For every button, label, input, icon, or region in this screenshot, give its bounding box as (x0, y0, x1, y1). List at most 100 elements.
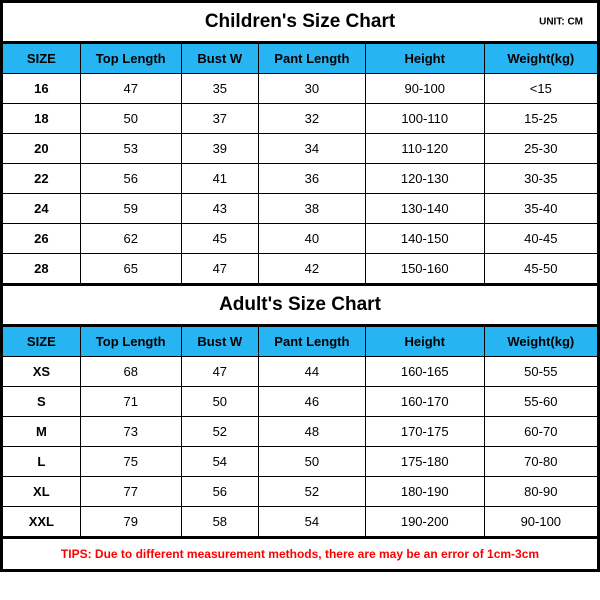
col-header-height: Height (365, 327, 484, 357)
children-header-row: SIZE Top Length Bust W Pant Length Heigh… (3, 44, 597, 74)
children-title: Children's Size Chart (205, 11, 395, 32)
table-cell: 50 (80, 104, 181, 134)
table-cell: 160-170 (365, 387, 484, 417)
adult-tbody: XS684744160-16550-55S715046160-17055-60M… (3, 357, 597, 537)
table-cell: 54 (181, 447, 258, 477)
table-row: 1647353090-100<15 (3, 74, 597, 104)
col-header-weight: Weight(kg) (484, 44, 597, 74)
table-cell: 41 (181, 164, 258, 194)
table-cell: 90-100 (484, 507, 597, 537)
table-cell: 59 (80, 194, 181, 224)
table-cell: 50 (181, 387, 258, 417)
table-cell: S (3, 387, 80, 417)
children-tbody: 1647353090-100<1518503732100-11015-25205… (3, 74, 597, 284)
adult-title: Adult's Size Chart (219, 294, 381, 315)
table-cell: 56 (181, 477, 258, 507)
table-cell: 71 (80, 387, 181, 417)
table-cell: 52 (181, 417, 258, 447)
table-cell: 52 (258, 477, 365, 507)
table-cell: 30 (258, 74, 365, 104)
table-row: L755450175-18070-80 (3, 447, 597, 477)
table-cell: 43 (181, 194, 258, 224)
table-row: 20533934110-12025-30 (3, 134, 597, 164)
col-header-top-length: Top Length (80, 327, 181, 357)
col-header-pant-length: Pant Length (258, 44, 365, 74)
table-cell: XS (3, 357, 80, 387)
table-cell: <15 (484, 74, 597, 104)
adult-table: SIZE Top Length Bust W Pant Length Heigh… (3, 327, 597, 537)
table-cell: 48 (258, 417, 365, 447)
table-cell: 26 (3, 224, 80, 254)
table-cell: 32 (258, 104, 365, 134)
table-cell: 16 (3, 74, 80, 104)
table-cell: 45-50 (484, 254, 597, 284)
table-cell: 50-55 (484, 357, 597, 387)
table-cell: 40-45 (484, 224, 597, 254)
table-cell: 56 (80, 164, 181, 194)
table-cell: 35-40 (484, 194, 597, 224)
table-cell: 130-140 (365, 194, 484, 224)
table-cell: 180-190 (365, 477, 484, 507)
table-row: 18503732100-11015-25 (3, 104, 597, 134)
table-cell: L (3, 447, 80, 477)
unit-label: UNIT: CM (539, 17, 583, 28)
table-row: S715046160-17055-60 (3, 387, 597, 417)
table-cell: 140-150 (365, 224, 484, 254)
table-cell: 90-100 (365, 74, 484, 104)
adult-title-row: Adult's Size Chart (3, 284, 597, 327)
table-cell: 39 (181, 134, 258, 164)
table-cell: 77 (80, 477, 181, 507)
table-row: 26624540140-15040-45 (3, 224, 597, 254)
children-table: SIZE Top Length Bust W Pant Length Heigh… (3, 44, 597, 284)
adult-header-row: SIZE Top Length Bust W Pant Length Heigh… (3, 327, 597, 357)
size-chart-container: Children's Size Chart UNIT: CM SIZE Top … (0, 0, 600, 572)
table-row: 24594338130-14035-40 (3, 194, 597, 224)
col-header-top-length: Top Length (80, 44, 181, 74)
table-cell: 70-80 (484, 447, 597, 477)
col-header-size: SIZE (3, 327, 80, 357)
table-cell: 35 (181, 74, 258, 104)
table-cell: XXL (3, 507, 80, 537)
table-cell: M (3, 417, 80, 447)
table-row: 22564136120-13030-35 (3, 164, 597, 194)
table-cell: 73 (80, 417, 181, 447)
table-cell: 47 (181, 254, 258, 284)
col-header-size: SIZE (3, 44, 80, 74)
table-cell: 44 (258, 357, 365, 387)
table-cell: 62 (80, 224, 181, 254)
table-cell: 68 (80, 357, 181, 387)
table-cell: 170-175 (365, 417, 484, 447)
table-cell: 160-165 (365, 357, 484, 387)
table-row: M735248170-17560-70 (3, 417, 597, 447)
table-cell: 150-160 (365, 254, 484, 284)
table-cell: 34 (258, 134, 365, 164)
col-header-bust-w: Bust W (181, 44, 258, 74)
table-cell: 55-60 (484, 387, 597, 417)
table-cell: 38 (258, 194, 365, 224)
table-cell: 79 (80, 507, 181, 537)
table-cell: 100-110 (365, 104, 484, 134)
table-row: XS684744160-16550-55 (3, 357, 597, 387)
table-cell: 36 (258, 164, 365, 194)
table-cell: 37 (181, 104, 258, 134)
table-cell: 15-25 (484, 104, 597, 134)
table-cell: 18 (3, 104, 80, 134)
table-cell: 45 (181, 224, 258, 254)
col-header-bust-w: Bust W (181, 327, 258, 357)
table-cell: 80-90 (484, 477, 597, 507)
table-cell: 47 (181, 357, 258, 387)
col-header-height: Height (365, 44, 484, 74)
table-cell: 175-180 (365, 447, 484, 477)
table-row: XXL795854190-20090-100 (3, 507, 597, 537)
table-cell: 24 (3, 194, 80, 224)
table-cell: 28 (3, 254, 80, 284)
table-cell: 58 (181, 507, 258, 537)
table-row: 28654742150-16045-50 (3, 254, 597, 284)
table-cell: 53 (80, 134, 181, 164)
table-cell: 120-130 (365, 164, 484, 194)
table-cell: 46 (258, 387, 365, 417)
table-cell: 40 (258, 224, 365, 254)
table-cell: 190-200 (365, 507, 484, 537)
table-cell: 20 (3, 134, 80, 164)
table-cell: 65 (80, 254, 181, 284)
